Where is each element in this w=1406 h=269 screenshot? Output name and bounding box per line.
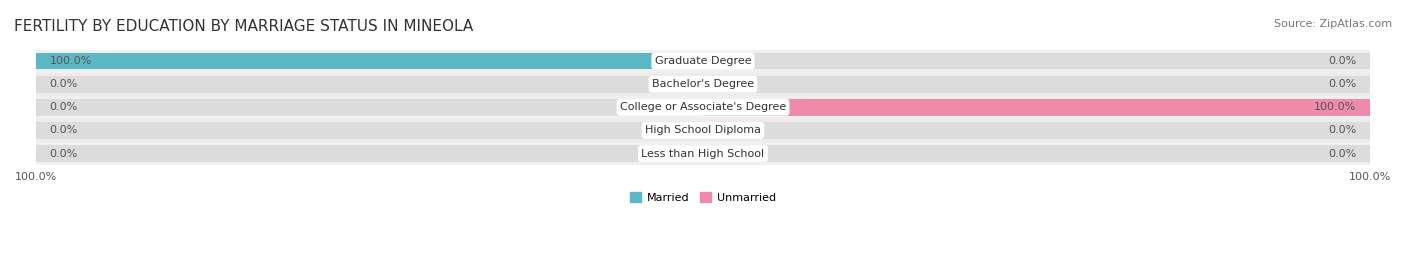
Text: 0.0%: 0.0% [49, 148, 77, 158]
Text: 0.0%: 0.0% [1329, 125, 1357, 135]
Text: Source: ZipAtlas.com: Source: ZipAtlas.com [1274, 19, 1392, 29]
Text: 100.0%: 100.0% [49, 56, 91, 66]
Bar [37, 76, 703, 93]
Bar [37, 73, 1369, 96]
Text: High School Diploma: High School Diploma [645, 125, 761, 135]
Bar [37, 96, 1369, 119]
Text: Less than High School: Less than High School [641, 148, 765, 158]
Text: 0.0%: 0.0% [1329, 79, 1357, 89]
Text: 0.0%: 0.0% [1329, 56, 1357, 66]
Bar [703, 99, 1369, 116]
Text: Bachelor's Degree: Bachelor's Degree [652, 79, 754, 89]
Bar [37, 49, 1369, 73]
Bar [703, 99, 1369, 116]
Text: 100.0%: 100.0% [1315, 102, 1357, 112]
Text: Graduate Degree: Graduate Degree [655, 56, 751, 66]
Bar [703, 76, 1369, 93]
Bar [37, 53, 703, 69]
Text: 0.0%: 0.0% [49, 125, 77, 135]
Text: FERTILITY BY EDUCATION BY MARRIAGE STATUS IN MINEOLA: FERTILITY BY EDUCATION BY MARRIAGE STATU… [14, 19, 474, 34]
Bar [703, 145, 1369, 162]
Bar [37, 99, 703, 116]
Bar [37, 142, 1369, 165]
Bar [37, 122, 703, 139]
Bar [37, 119, 1369, 142]
Bar [37, 145, 703, 162]
Text: College or Associate's Degree: College or Associate's Degree [620, 102, 786, 112]
Bar [703, 53, 1369, 69]
Bar [703, 122, 1369, 139]
Legend: Married, Unmarried: Married, Unmarried [626, 188, 780, 207]
Text: 0.0%: 0.0% [49, 79, 77, 89]
Text: 0.0%: 0.0% [49, 102, 77, 112]
Bar [37, 53, 703, 69]
Text: 0.0%: 0.0% [1329, 148, 1357, 158]
